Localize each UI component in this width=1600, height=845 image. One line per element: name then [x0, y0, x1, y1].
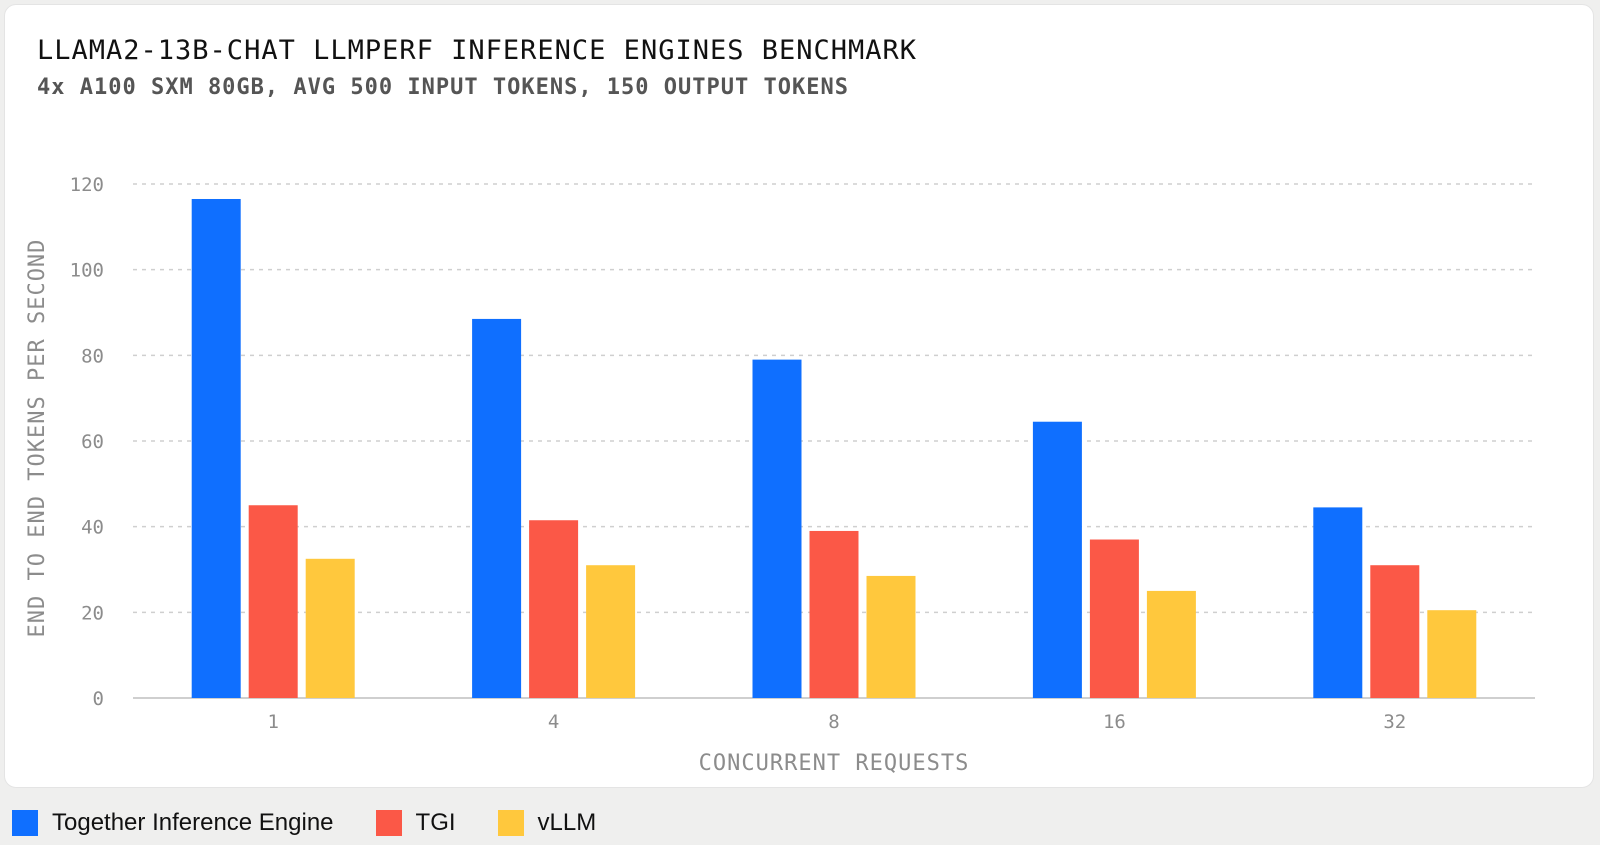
bar-tgi-1: [248, 505, 298, 698]
y-tick-label: 40: [81, 517, 104, 539]
y-tick-label: 0: [93, 688, 104, 710]
bar-tgi-16: [1089, 539, 1139, 698]
bar-tgi-32: [1370, 565, 1420, 698]
legend-swatch: [375, 810, 402, 836]
bar-together-inference-engine-16: [1032, 421, 1082, 698]
legend-item: vLLM: [497, 809, 597, 837]
bar-together-inference-engine-1: [191, 198, 241, 698]
bar-chart: 0 20 40 60 80 100 120 1 4 8 16 32 CONCURRENT REQUEST…: [25, 174, 1535, 776]
x-tick-label: 16: [1103, 711, 1126, 733]
bar-vllm-4: [586, 565, 636, 698]
y-tick-label: 20: [81, 602, 104, 624]
legend-swatch: [497, 810, 524, 836]
legend-label: TGI: [415, 809, 456, 836]
legend: Together Inference Engine TGI vLLM: [12, 808, 638, 838]
x-tick-label: 8: [828, 711, 839, 733]
bar-vllm-32: [1427, 610, 1477, 698]
legend-item: Together Inference Engine: [12, 809, 334, 837]
x-tick-label: 4: [548, 711, 559, 733]
x-axis-title: CONCURRENT REQUESTS: [699, 751, 970, 776]
x-tick-label: 32: [1383, 711, 1406, 733]
bar-vllm-1: [305, 558, 355, 698]
x-tick-label: 1: [267, 711, 278, 733]
bar-vllm-16: [1146, 590, 1196, 698]
chart-subtitle: 4x A100 SXM 80GB, AVG 500 INPUT TOKENS, …: [37, 75, 849, 100]
bar-tgi-4: [529, 520, 579, 698]
bar-together-inference-engine-8: [752, 359, 802, 698]
chart-title: LLAMA2-13B-CHAT LLMPERF INFERENCE ENGINE…: [37, 35, 918, 66]
bar-together-inference-engine-32: [1313, 507, 1363, 698]
y-tick-label: 60: [81, 431, 104, 453]
legend-swatch: [12, 810, 38, 836]
legend-item: TGI: [375, 809, 456, 837]
legend-label: Together Inference Engine: [52, 809, 334, 836]
y-tick-label: 80: [81, 345, 104, 367]
y-tick-label: 100: [70, 260, 104, 282]
bar-together-inference-engine-4: [472, 318, 522, 698]
bar-vllm-8: [866, 575, 916, 698]
legend-label: vLLM: [537, 809, 597, 836]
y-tick-label: 120: [70, 174, 104, 196]
y-axis-title: END TO END TOKENS PER SECOND: [25, 239, 50, 638]
bar-tgi-8: [809, 530, 859, 698]
